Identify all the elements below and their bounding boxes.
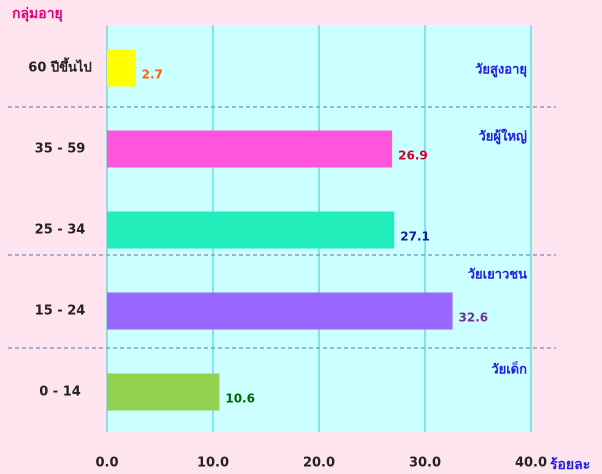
y-tick-label: 60 ปีขึ้นไป — [28, 57, 91, 76]
value-label: 26.9 — [398, 149, 428, 163]
value-label: 32.6 — [459, 311, 489, 325]
y-tick-label: 25 - 34 — [35, 223, 86, 238]
y-axis-title: กลุ่มอายุ — [12, 6, 63, 22]
bar — [107, 49, 136, 87]
group-label: วัยเยาวชน — [468, 268, 527, 283]
value-label: 2.7 — [142, 68, 163, 82]
bar — [107, 373, 220, 411]
x-tick-label: 10.0 — [197, 456, 229, 471]
value-label: 10.6 — [225, 392, 255, 406]
bar — [107, 292, 453, 330]
y-tick-label: 0 - 14 — [39, 385, 81, 400]
group-label: วัยเด็ก — [491, 360, 527, 378]
x-tick-label: 40.0 — [515, 456, 547, 471]
bar — [107, 211, 395, 249]
bar — [107, 130, 393, 168]
x-tick-label: 30.0 — [409, 456, 441, 471]
group-label: วัยสูงอายุ — [475, 63, 527, 78]
x-axis-title: ร้อยละ — [550, 457, 590, 473]
y-tick-label: 15 - 24 — [35, 304, 86, 319]
x-tick-label: 20.0 — [303, 456, 335, 471]
x-tick-label: 0.0 — [95, 456, 118, 471]
group-label: วัยผู้ใหญ่ — [478, 128, 527, 145]
value-label: 27.1 — [400, 230, 430, 244]
y-tick-label: 35 - 59 — [35, 142, 86, 157]
